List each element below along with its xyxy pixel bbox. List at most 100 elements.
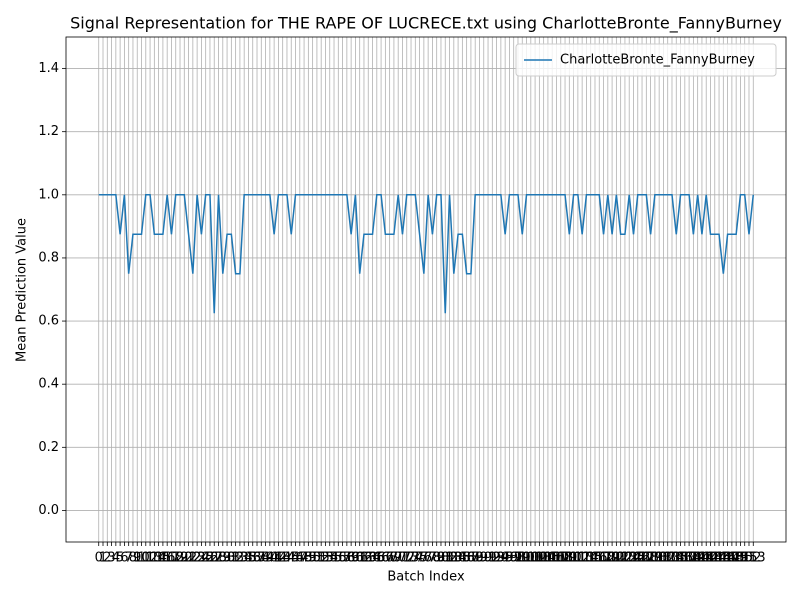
x-tick-label: 89 <box>471 551 488 566</box>
x-tick-label: 143 <box>698 551 723 566</box>
x-tick-label: 3 <box>107 551 115 566</box>
x-tick-label: 74 <box>407 551 424 566</box>
x-tick-label: 58 <box>339 551 356 566</box>
x-tick-label: 0 <box>95 551 103 566</box>
x-tick-label: 61 <box>351 551 368 566</box>
x-tick-label: 137 <box>672 551 697 566</box>
x-tick-label: 84 <box>450 551 467 566</box>
x-tick-label: 111 <box>561 551 586 566</box>
x-tick-label: 83 <box>446 551 463 566</box>
x-tick-label: 39 <box>257 551 274 566</box>
chart-title: Signal Representation for THE RAPE OF LU… <box>70 14 782 34</box>
x-tick-label: 10 <box>133 551 150 566</box>
x-tick-label: 153 <box>741 551 766 566</box>
x-tick-label: 129 <box>638 551 663 566</box>
x-tick-label: 14 <box>150 551 167 566</box>
x-tick-label: 35 <box>240 551 257 566</box>
x-tick-label: 88 <box>467 551 484 566</box>
plot-area <box>98 194 755 314</box>
x-tick-label: 110 <box>557 551 582 566</box>
x-tick-label: 67 <box>377 551 394 566</box>
x-tick-label: 138 <box>677 551 702 566</box>
x-tick-label: 52 <box>313 551 330 566</box>
x-tick-label: 147 <box>715 551 740 566</box>
x-tick-label: 55 <box>326 551 343 566</box>
x-tick-label: 91 <box>480 551 497 566</box>
legend-box <box>515 43 777 77</box>
x-tick-label: 46 <box>287 551 304 566</box>
x-tick-label: 41 <box>266 551 283 566</box>
x-tick-label: 152 <box>737 551 762 566</box>
x-tick-label: 140 <box>685 551 710 566</box>
x-tick-label: 119 <box>595 551 620 566</box>
y-tick-label: 0.0 <box>38 503 59 518</box>
x-tick-label: 70 <box>390 551 407 566</box>
x-tick-label: 99 <box>514 551 531 566</box>
x-tick-label: 102 <box>523 551 548 566</box>
x-tick-label: 71 <box>394 551 411 566</box>
x-tick-label: 122 <box>608 551 633 566</box>
x-tick-label: 44 <box>279 551 296 566</box>
x-tick-label: 16 <box>159 551 176 566</box>
x-tick-label: 2 <box>103 551 111 566</box>
x-tick-label: 90 <box>475 551 492 566</box>
x-tick-label: 49 <box>300 551 317 566</box>
x-tick-label: 64 <box>364 551 381 566</box>
x-tick-label: 107 <box>544 551 569 566</box>
x-tick-label: 82 <box>441 551 458 566</box>
x-tick-label: 80 <box>433 551 450 566</box>
x-tick-label: 20 <box>176 551 193 566</box>
x-tick-label: 56 <box>330 551 347 566</box>
x-tick-label: 11 <box>138 551 155 566</box>
x-tick-label: 150 <box>728 551 753 566</box>
x-tick-label: 57 <box>334 551 351 566</box>
x-tick-label: 87 <box>463 551 480 566</box>
x-tick-label: 75 <box>411 551 428 566</box>
x-tick-label: 15 <box>155 551 172 566</box>
x-tick-label: 109 <box>553 551 578 566</box>
x-tick-label: 125 <box>621 551 646 566</box>
x-tick-label: 114 <box>574 551 599 566</box>
x-tick-label: 66 <box>373 551 390 566</box>
y-axis-label: Mean Prediction Value <box>15 218 30 362</box>
x-tick-label: 135 <box>664 551 689 566</box>
x-tick-label: 96 <box>501 551 518 566</box>
x-tick-label: 54 <box>321 551 338 566</box>
x-tick-label: 17 <box>163 551 180 566</box>
x-tick-label: 5 <box>116 551 124 566</box>
x-tick-label: 113 <box>570 551 595 566</box>
x-tick-label: 85 <box>454 551 471 566</box>
x-tick-label: 28 <box>210 551 227 566</box>
x-tick-label: 77 <box>420 551 437 566</box>
x-tick-label: 73 <box>403 551 420 566</box>
x-tick-label: 124 <box>617 551 642 566</box>
x-tick-label: 59 <box>343 551 360 566</box>
x-tick-label: 118 <box>591 551 616 566</box>
x-tick-label: 76 <box>416 551 433 566</box>
x-tick-label: 108 <box>548 551 573 566</box>
y-tick-label: 1.4 <box>38 61 59 76</box>
x-tick-label: 6 <box>120 551 128 566</box>
x-tick-label: 120 <box>600 551 625 566</box>
x-tick-label: 78 <box>424 551 441 566</box>
x-tick-label: 127 <box>630 551 655 566</box>
x-tick-label: 25 <box>197 551 214 566</box>
x-tick-label: 131 <box>647 551 672 566</box>
x-tick-label: 92 <box>484 551 501 566</box>
y-tick-label: 0.2 <box>38 440 59 455</box>
x-tick-label: 141 <box>690 551 715 566</box>
x-tick-label: 38 <box>253 551 270 566</box>
legend: CharlotteBronte_FannyBurney <box>515 43 777 77</box>
x-tick-label: 45 <box>283 551 300 566</box>
x-tick-label: 115 <box>578 551 603 566</box>
x-tick-label: 47 <box>292 551 309 566</box>
y-tick-label: 0.6 <box>38 314 59 329</box>
y-tick-label: 0.4 <box>38 377 59 392</box>
x-tick-label: 7 <box>125 551 133 566</box>
x-tick-label: 123 <box>613 551 638 566</box>
x-tick-label: 93 <box>488 551 505 566</box>
x-tick-label: 142 <box>694 551 719 566</box>
axes-frame <box>65 36 787 543</box>
x-tick-label: 146 <box>711 551 736 566</box>
x-tick-label: 30 <box>219 551 236 566</box>
